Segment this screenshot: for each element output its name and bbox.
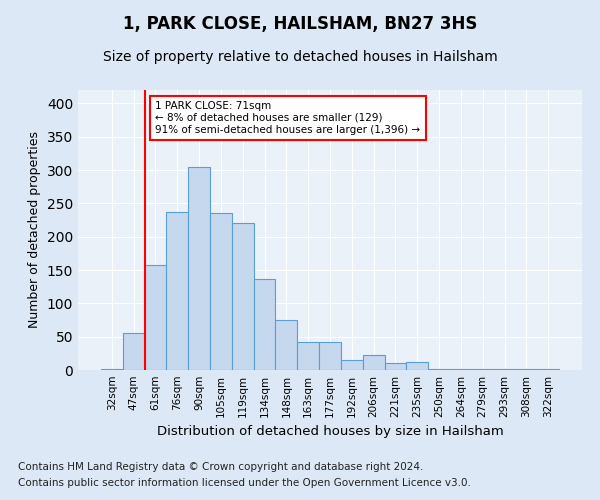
Bar: [188, 168, 210, 370]
Bar: [166, 212, 188, 370]
Bar: [385, 364, 406, 370]
X-axis label: Distribution of detached houses by size in Hailsham: Distribution of detached houses by size …: [157, 426, 503, 438]
Bar: [123, 334, 145, 370]
Text: Contains HM Land Registry data © Crown copyright and database right 2024.: Contains HM Land Registry data © Crown c…: [18, 462, 424, 472]
Bar: [210, 212, 232, 370]
Bar: [275, 320, 297, 370]
Bar: [450, 368, 472, 370]
Text: 1 PARK CLOSE: 71sqm
← 8% of detached houses are smaller (129)
91% of semi-detach: 1 PARK CLOSE: 71sqm ← 8% of detached hou…: [155, 102, 421, 134]
Text: Contains public sector information licensed under the Open Government Licence v3: Contains public sector information licen…: [18, 478, 471, 488]
Bar: [494, 368, 515, 370]
Bar: [515, 368, 537, 370]
Text: Size of property relative to detached houses in Hailsham: Size of property relative to detached ho…: [103, 50, 497, 64]
Bar: [297, 342, 319, 370]
Text: 1, PARK CLOSE, HAILSHAM, BN27 3HS: 1, PARK CLOSE, HAILSHAM, BN27 3HS: [123, 15, 477, 33]
Bar: [537, 368, 559, 370]
Bar: [428, 368, 450, 370]
Bar: [406, 362, 428, 370]
Bar: [101, 368, 123, 370]
Bar: [341, 360, 363, 370]
Bar: [254, 280, 275, 370]
Bar: [363, 356, 385, 370]
Bar: [232, 224, 254, 370]
Y-axis label: Number of detached properties: Number of detached properties: [28, 132, 41, 328]
Bar: [472, 368, 494, 370]
Bar: [319, 342, 341, 370]
Bar: [145, 266, 166, 370]
